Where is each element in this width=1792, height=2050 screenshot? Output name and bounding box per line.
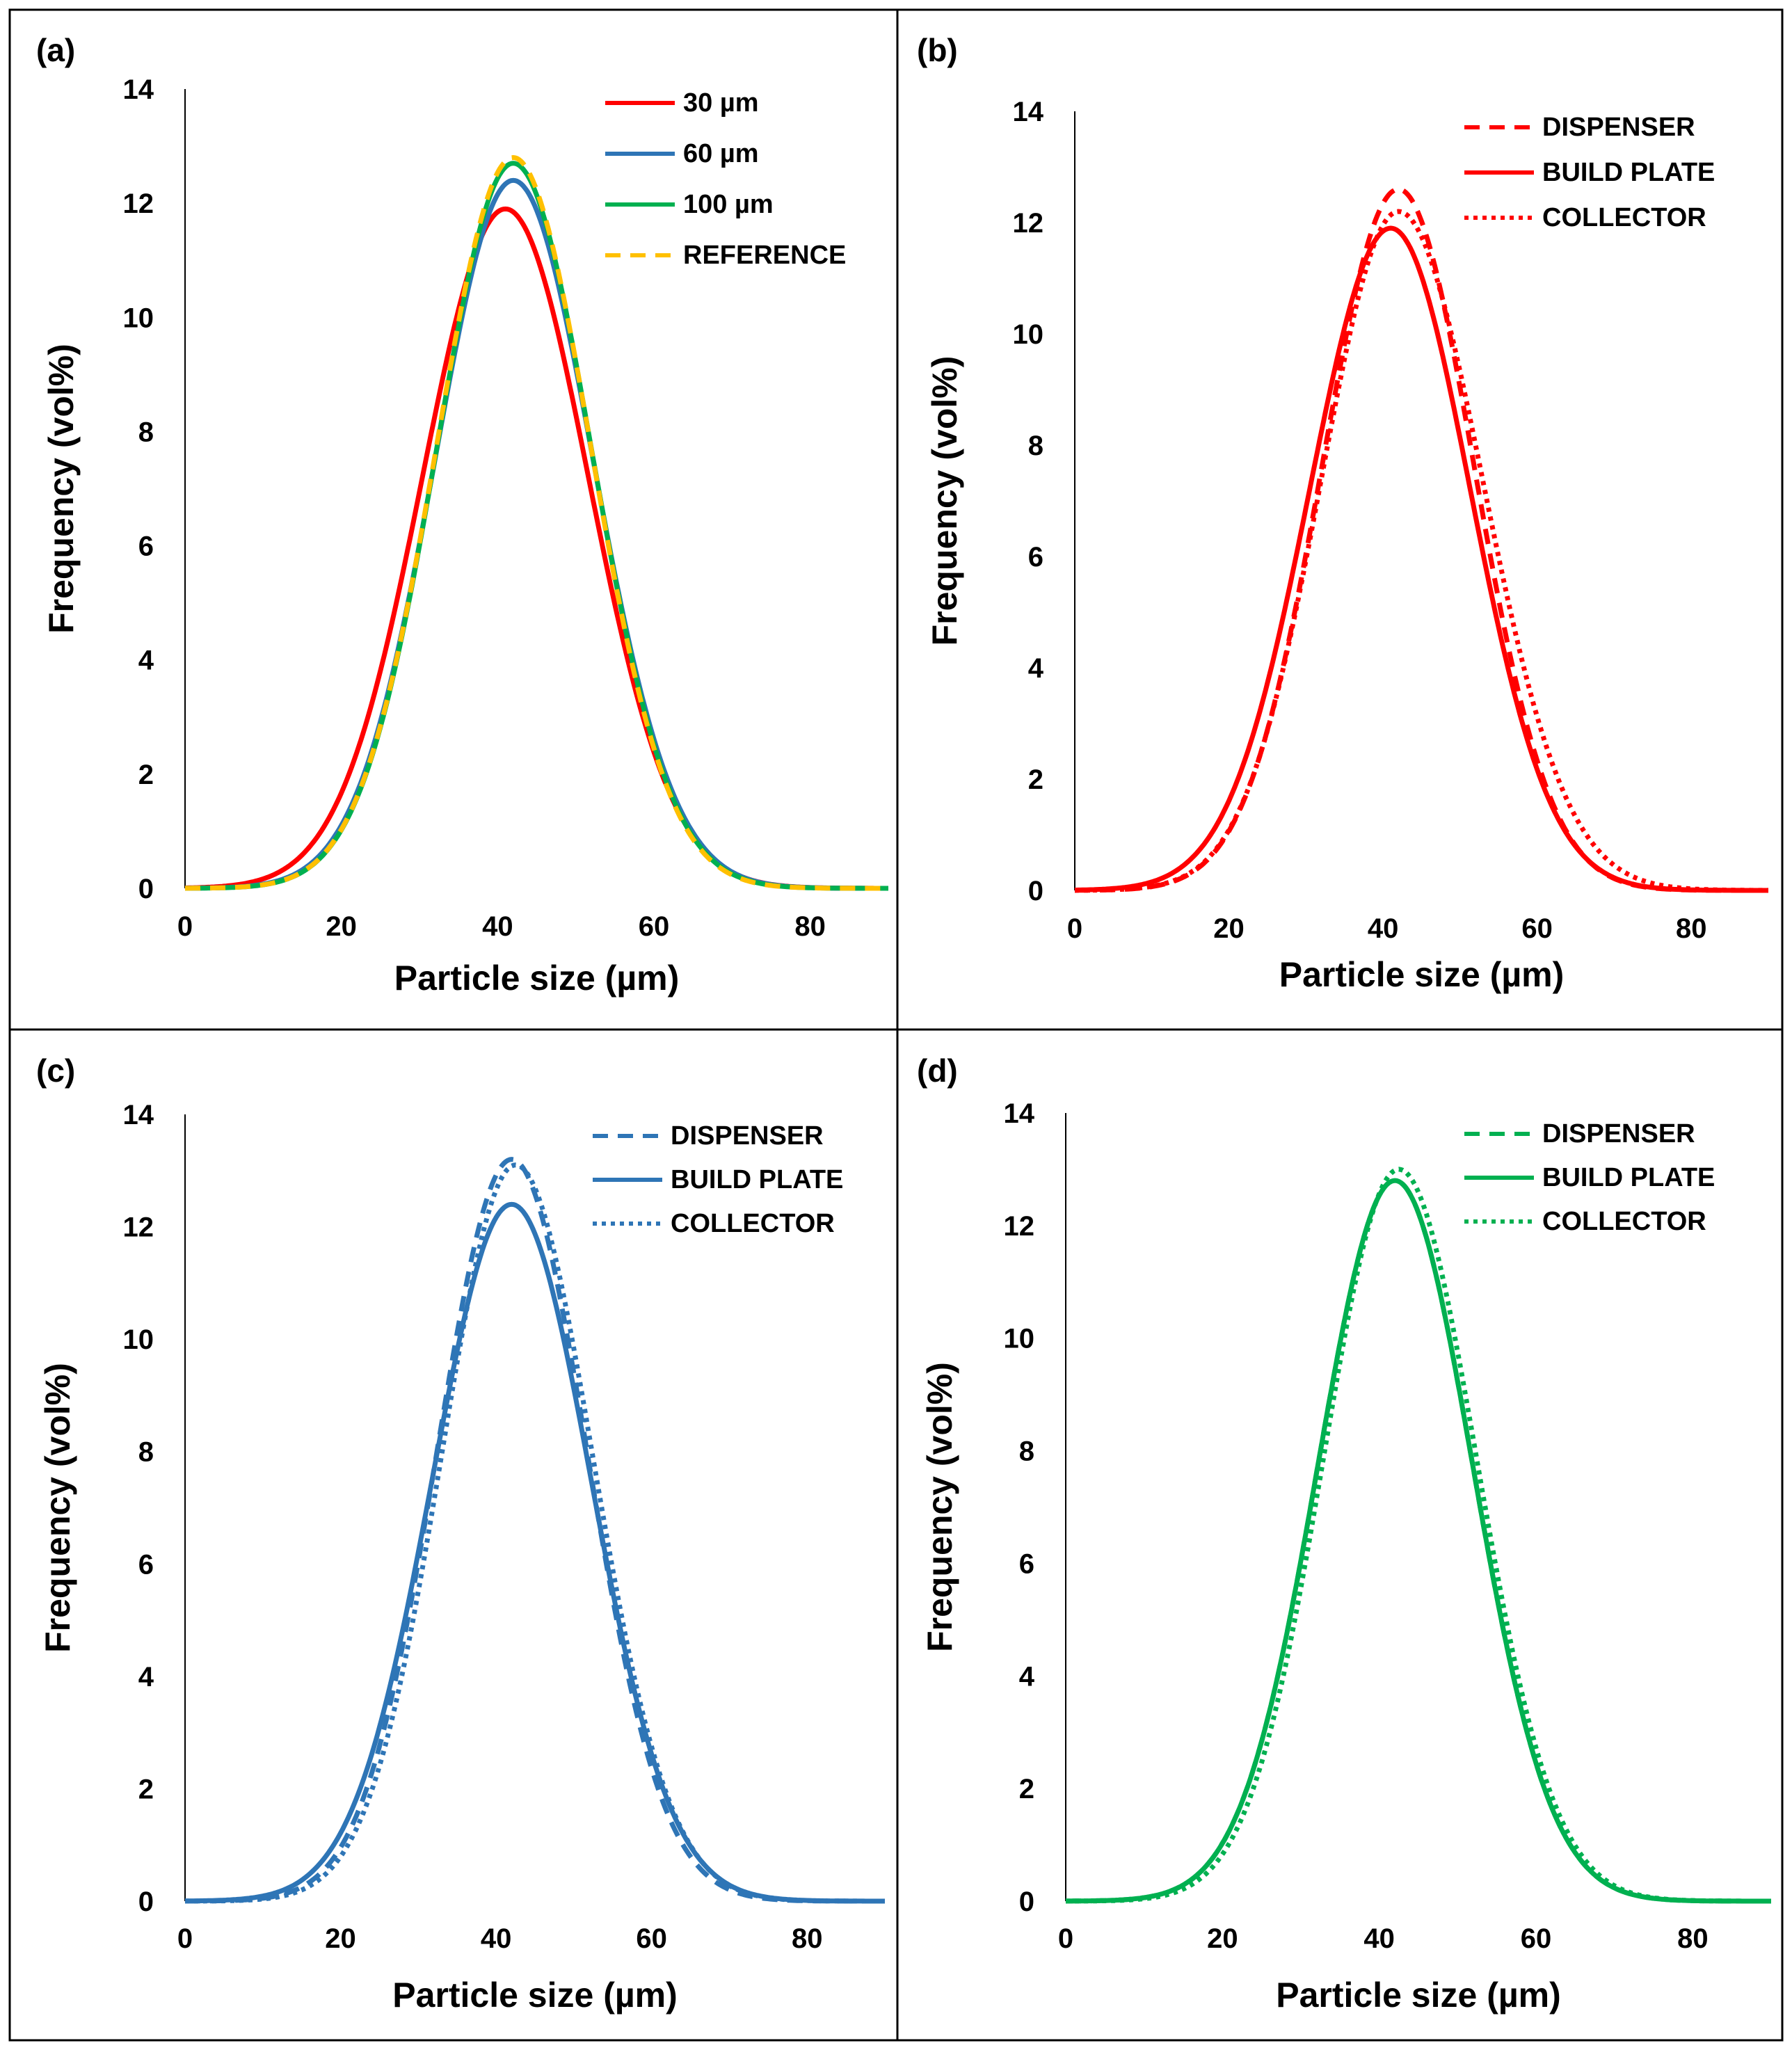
series-line-60-m bbox=[184, 177, 889, 891]
legend-label: 100 µm bbox=[683, 190, 774, 219]
y-tick-label: 4 bbox=[1019, 1661, 1035, 1692]
series-line-30-m bbox=[184, 206, 889, 891]
y-axis-title: Frequency (vol%) bbox=[42, 344, 81, 634]
x-tick-label: 40 bbox=[482, 911, 513, 942]
y-tick-label: 8 bbox=[138, 1437, 154, 1468]
series-line-dispenser bbox=[1074, 186, 1769, 893]
panel-c: (c) 0 2 4 6 8 10 12 14 0 20 40 60 80 Frequency (vol%) P… bbox=[8, 1028, 899, 2042]
panel-d: (d) 0 2 4 6 8 10 12 14 0 20 40 60 80 Frequency (vol%) P… bbox=[896, 1028, 1784, 2042]
panel-label: (c) bbox=[36, 1052, 75, 1089]
legend-label: COLLECTOR bbox=[1542, 203, 1706, 232]
y-tick-label: 2 bbox=[138, 1774, 154, 1804]
legend-label: BUILD PLATE bbox=[671, 1165, 843, 1194]
y-tick-label: 6 bbox=[1028, 542, 1043, 572]
y-tick-label: 6 bbox=[1019, 1548, 1034, 1579]
x-tick-label: 0 bbox=[1067, 913, 1082, 944]
series-line-build-plate bbox=[184, 1201, 886, 1904]
x-tick-label: 0 bbox=[177, 1923, 193, 1954]
y-tick-label: 6 bbox=[138, 531, 154, 562]
y-tick-label: 2 bbox=[1028, 764, 1043, 795]
x-tick-label: 60 bbox=[636, 1923, 667, 1954]
y-tick-label: 0 bbox=[1019, 1887, 1034, 1917]
y-tick-label: 12 bbox=[1004, 1211, 1035, 1242]
legend-label: BUILD PLATE bbox=[1542, 1163, 1715, 1192]
series-line-collector bbox=[184, 1162, 886, 1904]
x-axis-title: Particle size (µm) bbox=[1279, 955, 1565, 994]
series-line-100-m bbox=[184, 161, 889, 891]
x-axis-title: Particle size (µm) bbox=[1276, 1976, 1561, 2015]
y-tick-label: 0 bbox=[138, 1887, 154, 1917]
legend-label: DISPENSER bbox=[1542, 113, 1695, 142]
y-tick-label: 14 bbox=[123, 74, 154, 105]
panel-label: (a) bbox=[36, 32, 75, 68]
x-tick-label: 40 bbox=[1363, 1923, 1395, 1954]
x-tick-label: 80 bbox=[794, 911, 826, 942]
y-tick-label: 10 bbox=[1013, 319, 1044, 350]
series-line-reference bbox=[184, 155, 889, 891]
legend-label: DISPENSER bbox=[1542, 1119, 1695, 1148]
y-tick-label: 4 bbox=[1028, 653, 1044, 684]
x-axis-title: Particle size (µm) bbox=[394, 959, 680, 998]
x-tick-label: 0 bbox=[177, 911, 193, 942]
y-tick-label: 4 bbox=[138, 1662, 154, 1692]
y-tick-label: 6 bbox=[138, 1549, 154, 1580]
y-tick-label: 12 bbox=[1013, 208, 1044, 239]
x-tick-label: 60 bbox=[1521, 913, 1553, 944]
series-line-collector bbox=[1065, 1167, 1772, 1904]
x-tick-label: 20 bbox=[1207, 1923, 1238, 1954]
series-line-build-plate bbox=[1074, 225, 1769, 893]
legend-label: BUILD PLATE bbox=[1542, 158, 1715, 187]
x-tick-label: 80 bbox=[792, 1923, 823, 1954]
y-tick-label: 8 bbox=[1019, 1436, 1034, 1467]
legend-label: 60 µm bbox=[683, 139, 759, 168]
y-tick-label: 8 bbox=[138, 417, 154, 447]
legend-label: COLLECTOR bbox=[671, 1209, 835, 1238]
series-line-dispenser bbox=[184, 1157, 886, 1904]
x-tick-label: 80 bbox=[1677, 1923, 1709, 1954]
y-axis-title: Frequency (vol%) bbox=[920, 1362, 959, 1652]
legend-label: 30 µm bbox=[683, 88, 759, 118]
series-line-build-plate bbox=[1065, 1178, 1772, 1904]
panel-frame bbox=[896, 1028, 1784, 2042]
y-tick-label: 14 bbox=[123, 1100, 154, 1130]
y-tick-label: 14 bbox=[1004, 1098, 1035, 1129]
x-tick-label: 40 bbox=[481, 1923, 512, 1954]
x-tick-label: 40 bbox=[1368, 913, 1399, 944]
y-tick-label: 12 bbox=[123, 1212, 154, 1243]
y-tick-label: 12 bbox=[123, 189, 154, 219]
x-tick-label: 60 bbox=[1521, 1923, 1552, 1954]
y-tick-label: 10 bbox=[123, 303, 154, 333]
y-tick-label: 4 bbox=[138, 646, 154, 676]
y-tick-label: 8 bbox=[1028, 431, 1043, 461]
x-tick-label: 20 bbox=[325, 1923, 356, 1954]
y-tick-label: 14 bbox=[1013, 97, 1044, 127]
legend-label: DISPENSER bbox=[671, 1121, 824, 1151]
series-line-dispenser bbox=[1065, 1178, 1772, 1904]
y-tick-label: 2 bbox=[138, 760, 154, 790]
y-tick-label: 0 bbox=[138, 874, 154, 904]
y-axis-title: Frequency (vol%) bbox=[925, 356, 964, 646]
y-tick-label: 10 bbox=[123, 1324, 154, 1355]
x-axis-title: Particle size (µm) bbox=[392, 1976, 678, 2015]
y-tick-label: 2 bbox=[1019, 1774, 1034, 1804]
x-tick-label: 80 bbox=[1676, 913, 1707, 944]
panel-label: (b) bbox=[917, 32, 958, 68]
y-tick-label: 10 bbox=[1004, 1324, 1035, 1354]
x-tick-label: 60 bbox=[639, 911, 670, 942]
y-axis-title: Frequency (vol%) bbox=[38, 1363, 77, 1653]
x-tick-label: 20 bbox=[326, 911, 357, 942]
y-tick-label: 0 bbox=[1028, 876, 1043, 906]
x-tick-label: 20 bbox=[1213, 913, 1245, 944]
x-tick-label: 0 bbox=[1058, 1923, 1073, 1954]
series-line-collector bbox=[1074, 209, 1769, 893]
legend-label: REFERENCE bbox=[683, 241, 846, 270]
panel-b: (b) 0 2 4 6 8 10 12 14 0 20 40 60 80 Frequency (vol%) P… bbox=[896, 8, 1784, 1031]
panel-label: (d) bbox=[917, 1052, 958, 1089]
panel-a: (a) 0 2 4 6 8 10 12 14 0 20 40 60 80 Frequency (vol%) P… bbox=[8, 8, 899, 1031]
legend-label: COLLECTOR bbox=[1542, 1207, 1706, 1236]
